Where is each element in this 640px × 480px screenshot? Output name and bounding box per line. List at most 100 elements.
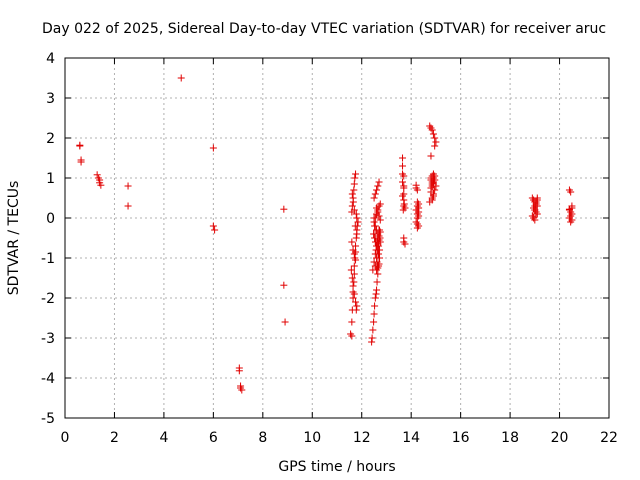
data-point	[427, 188, 435, 196]
data-point	[280, 205, 288, 213]
data-point	[427, 152, 435, 160]
data-point	[532, 200, 540, 208]
data-point	[348, 190, 356, 198]
data-point	[348, 238, 356, 246]
data-point	[375, 212, 383, 220]
data-point	[413, 214, 421, 222]
data-point	[348, 318, 356, 326]
data-point	[352, 242, 360, 250]
data-point	[351, 174, 359, 182]
data-point	[567, 218, 575, 226]
data-point	[432, 138, 440, 146]
data-point	[374, 270, 382, 278]
chart-title: Day 022 of 2025, Sidereal Day-to-day VTE…	[42, 21, 606, 37]
data-point	[352, 306, 360, 314]
data-point	[532, 210, 540, 218]
data-point	[374, 250, 382, 258]
data-point	[350, 270, 358, 278]
data-point	[350, 290, 358, 298]
data-point	[375, 242, 383, 250]
y-tick-label: 3	[46, 91, 55, 107]
data-point	[348, 332, 356, 340]
y-tick-label: -4	[41, 371, 55, 387]
data-point	[97, 181, 105, 189]
data-point	[429, 174, 437, 182]
data-point	[348, 202, 356, 210]
data-point	[349, 282, 357, 290]
data-point	[368, 334, 376, 342]
data-points	[76, 74, 576, 394]
data-point	[428, 196, 436, 204]
data-point	[413, 224, 421, 232]
data-point	[124, 202, 132, 210]
data-point	[374, 182, 382, 190]
data-point	[431, 142, 439, 150]
data-point	[371, 190, 379, 198]
data-point	[352, 170, 360, 178]
x-tick-labels: 0 2 4 6 8 10 12 14 16 18 20 22	[61, 430, 618, 446]
data-point	[373, 286, 381, 294]
data-point	[400, 172, 408, 180]
data-point	[370, 318, 378, 326]
data-point	[347, 266, 355, 274]
data-point	[372, 238, 380, 246]
data-point	[374, 208, 382, 216]
data-point	[76, 142, 84, 150]
x-axis-label: GPS time / hours	[278, 459, 395, 475]
data-point	[531, 206, 539, 214]
data-point	[400, 200, 408, 208]
x-tick-label: 4	[159, 430, 168, 446]
data-point	[567, 188, 575, 196]
data-point	[77, 158, 85, 166]
data-point	[348, 274, 356, 282]
data-point	[399, 154, 407, 162]
data-point	[351, 222, 359, 230]
data-point	[370, 310, 378, 318]
grid-lines	[65, 58, 609, 418]
data-point	[354, 218, 362, 226]
data-point	[373, 278, 381, 286]
data-point	[428, 178, 436, 186]
data-point	[401, 240, 409, 248]
data-point	[371, 302, 379, 310]
data-point	[399, 178, 407, 186]
data-point	[177, 74, 185, 82]
y-tick-label: -3	[41, 331, 55, 347]
data-point	[371, 294, 379, 302]
x-tick-label: 14	[402, 430, 420, 446]
data-point	[352, 256, 360, 264]
x-tick-label: 22	[600, 430, 618, 446]
data-point	[350, 206, 358, 214]
data-point	[370, 214, 378, 222]
y-axis-label: SDTVAR / TECUs	[6, 181, 22, 296]
data-point	[352, 298, 360, 306]
data-point	[349, 294, 357, 302]
data-point	[349, 246, 357, 254]
data-point	[370, 194, 378, 202]
data-point	[431, 186, 439, 194]
data-point	[415, 204, 423, 212]
x-tick-label: 10	[303, 430, 321, 446]
data-point	[280, 281, 288, 289]
x-tick-label: 20	[551, 430, 569, 446]
data-point	[376, 226, 384, 234]
data-point	[568, 202, 576, 210]
y-tick-label: 2	[46, 131, 55, 147]
data-point	[350, 278, 358, 286]
data-point	[238, 386, 246, 394]
data-point	[373, 186, 381, 194]
data-point	[209, 144, 217, 152]
axis-ticks	[64, 57, 610, 419]
data-point	[209, 222, 217, 230]
data-point	[375, 178, 383, 186]
data-point	[350, 250, 358, 258]
data-point	[350, 180, 358, 188]
data-point	[349, 198, 357, 206]
y-tick-label: 4	[46, 51, 55, 67]
x-tick-label: 16	[452, 430, 470, 446]
data-point	[350, 186, 358, 194]
data-point	[353, 214, 361, 222]
data-point	[372, 246, 380, 254]
data-point	[374, 262, 382, 270]
x-tick-label: 6	[209, 430, 218, 446]
